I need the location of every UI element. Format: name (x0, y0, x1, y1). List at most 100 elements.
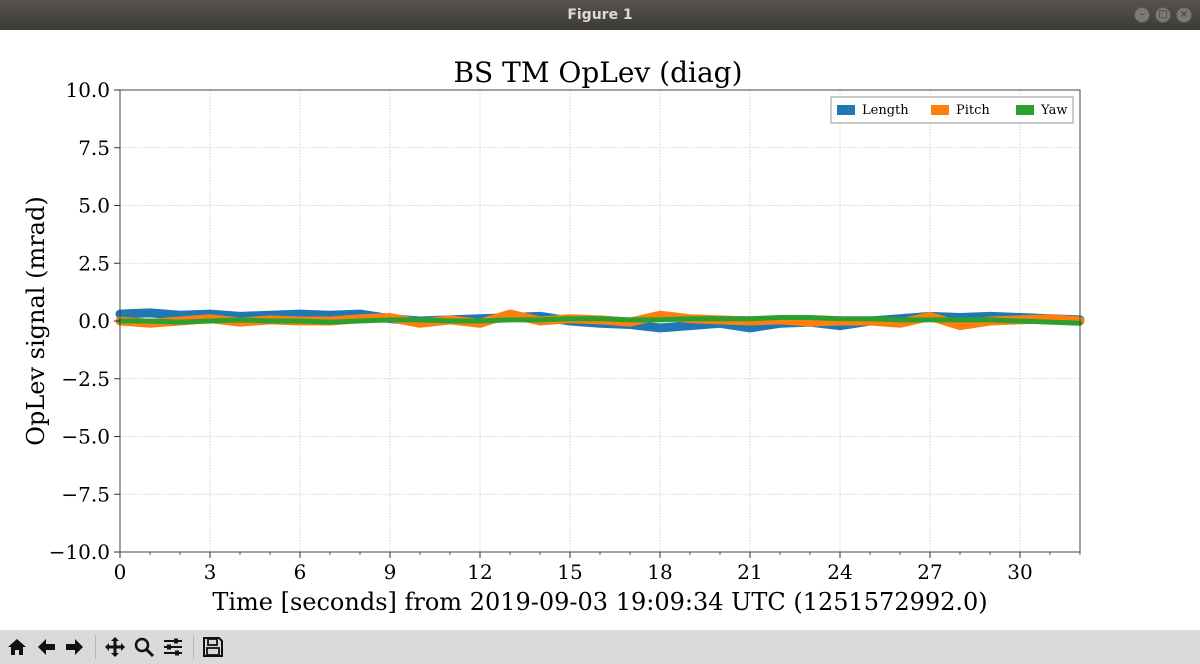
navigation-toolbar (0, 630, 1200, 664)
y-tick-label: −7.5 (61, 482, 110, 506)
y-tick-label: 0.0 (78, 309, 110, 333)
x-tick-label: 9 (384, 560, 397, 584)
data-point-length (658, 325, 662, 330)
legend: Length Pitch Yaw (830, 96, 1074, 124)
data-point-length (238, 314, 242, 319)
data-point-yaw (958, 317, 962, 322)
y-tick-label: 5.0 (78, 194, 110, 218)
legend-label-pitch: Pitch (956, 103, 990, 118)
data-point-yaw (748, 316, 752, 321)
axis-ticks: 0 3 6 9 12 15 18 21 24 27 30 10.0 7.5 5.0 2.5 0.0 −2.5 −5… (49, 78, 1081, 584)
data-point-pitch (808, 320, 812, 325)
data-point-yaw (988, 317, 992, 322)
x-tick-label: 30 (1007, 560, 1032, 584)
data-point-yaw (688, 316, 692, 321)
arrow-left-icon (38, 639, 55, 655)
x-tick-label: 24 (827, 560, 852, 584)
plot-series (115, 308, 1085, 333)
data-point-length (748, 325, 752, 330)
y-tick-label: −2.5 (61, 367, 110, 391)
data-point-yaw (538, 317, 542, 322)
arrow-right-icon (66, 639, 83, 655)
forward-button[interactable] (62, 634, 88, 660)
close-button[interactable]: × (1176, 7, 1192, 23)
data-point-pitch (658, 313, 662, 318)
x-tick-label: 12 (467, 560, 492, 584)
figure-canvas: 0 3 6 9 12 15 18 21 24 27 30 10.0 7.5 5.0 2.5 0.0 −2.5 −5… (0, 30, 1200, 630)
pan-button[interactable] (102, 634, 128, 660)
data-point-yaw (718, 316, 722, 321)
floppy-disk-icon (203, 637, 223, 657)
back-button[interactable] (33, 634, 59, 660)
data-point-yaw (898, 317, 902, 322)
y-tick-label: 2.5 (78, 251, 110, 275)
window-controls: – □ × (1134, 7, 1192, 23)
data-point-yaw (388, 317, 392, 322)
window-title: Figure 1 (567, 7, 633, 23)
data-point-yaw (808, 315, 812, 320)
data-point-yaw (148, 319, 152, 323)
home-button[interactable] (4, 634, 30, 660)
data-point-yaw (1018, 319, 1022, 323)
home-icon (8, 639, 26, 655)
data-point-yaw (268, 319, 272, 323)
magnifier-icon (134, 637, 155, 658)
data-point-yaw (328, 320, 332, 325)
y-axis-label: OpLev signal (mrad) (22, 196, 50, 445)
data-point-yaw (598, 316, 602, 321)
data-point-yaw (358, 319, 362, 323)
data-point-yaw (868, 316, 872, 321)
data-point-yaw (658, 317, 662, 322)
legend-swatch-pitch (931, 105, 949, 115)
chart-title: BS TM OpLev (diag) (453, 56, 742, 89)
data-point-yaw (178, 320, 182, 325)
configure-subplots-button[interactable] (160, 634, 186, 660)
data-point-yaw (508, 317, 512, 322)
sliders-icon (164, 638, 182, 656)
data-point-yaw (778, 315, 782, 320)
x-axis-label: Time [seconds] from 2019-09-03 19:09:34 … (212, 588, 987, 616)
save-button[interactable] (200, 634, 226, 660)
legend-swatch-length (837, 105, 855, 115)
zoom-button[interactable] (131, 634, 157, 660)
data-point-yaw (928, 317, 932, 322)
y-tick-label: −5.0 (61, 425, 110, 449)
move-icon (105, 637, 125, 657)
data-point-yaw (298, 319, 302, 323)
x-tick-label: 21 (737, 560, 762, 584)
data-point-length (178, 313, 182, 318)
data-point-yaw (418, 317, 422, 322)
data-point-length (328, 313, 332, 318)
data-point-pitch (958, 323, 962, 328)
data-point-yaw (478, 319, 482, 323)
y-tick-label: 7.5 (78, 136, 110, 160)
data-point-length (688, 323, 692, 328)
toolbar-separator (193, 635, 194, 659)
toolbar-separator (95, 635, 96, 659)
chart: 0 3 6 9 12 15 18 21 24 27 30 10.0 7.5 5.0 2.5 0.0 −2.5 −5… (22, 56, 1085, 616)
x-tick-label: 18 (647, 560, 672, 584)
y-tick-label: −10.0 (49, 540, 110, 564)
minimize-button[interactable]: – (1134, 7, 1150, 23)
x-tick-label: 0 (114, 560, 127, 584)
data-point-yaw (208, 319, 212, 323)
data-point-yaw (1048, 320, 1052, 325)
data-point-yaw (628, 317, 632, 322)
data-point-pitch (508, 312, 512, 317)
data-point-yaw (238, 317, 242, 322)
maximize-button[interactable]: □ (1155, 7, 1171, 23)
x-tick-label: 15 (557, 560, 582, 584)
x-tick-label: 27 (917, 560, 942, 584)
data-point-length (298, 312, 302, 317)
y-tick-label: 10.0 (65, 78, 110, 102)
legend-label-length: Length (862, 103, 909, 118)
data-point-yaw (448, 319, 452, 323)
legend-label-yaw: Yaw (1040, 103, 1067, 118)
legend-swatch-yaw (1016, 105, 1034, 115)
data-point-length (148, 310, 152, 315)
x-tick-label: 3 (204, 560, 217, 584)
data-point-yaw (568, 316, 572, 321)
window-titlebar: Figure 1 – □ × (0, 0, 1200, 30)
x-tick-label: 6 (294, 560, 307, 584)
data-point-yaw (838, 316, 842, 321)
